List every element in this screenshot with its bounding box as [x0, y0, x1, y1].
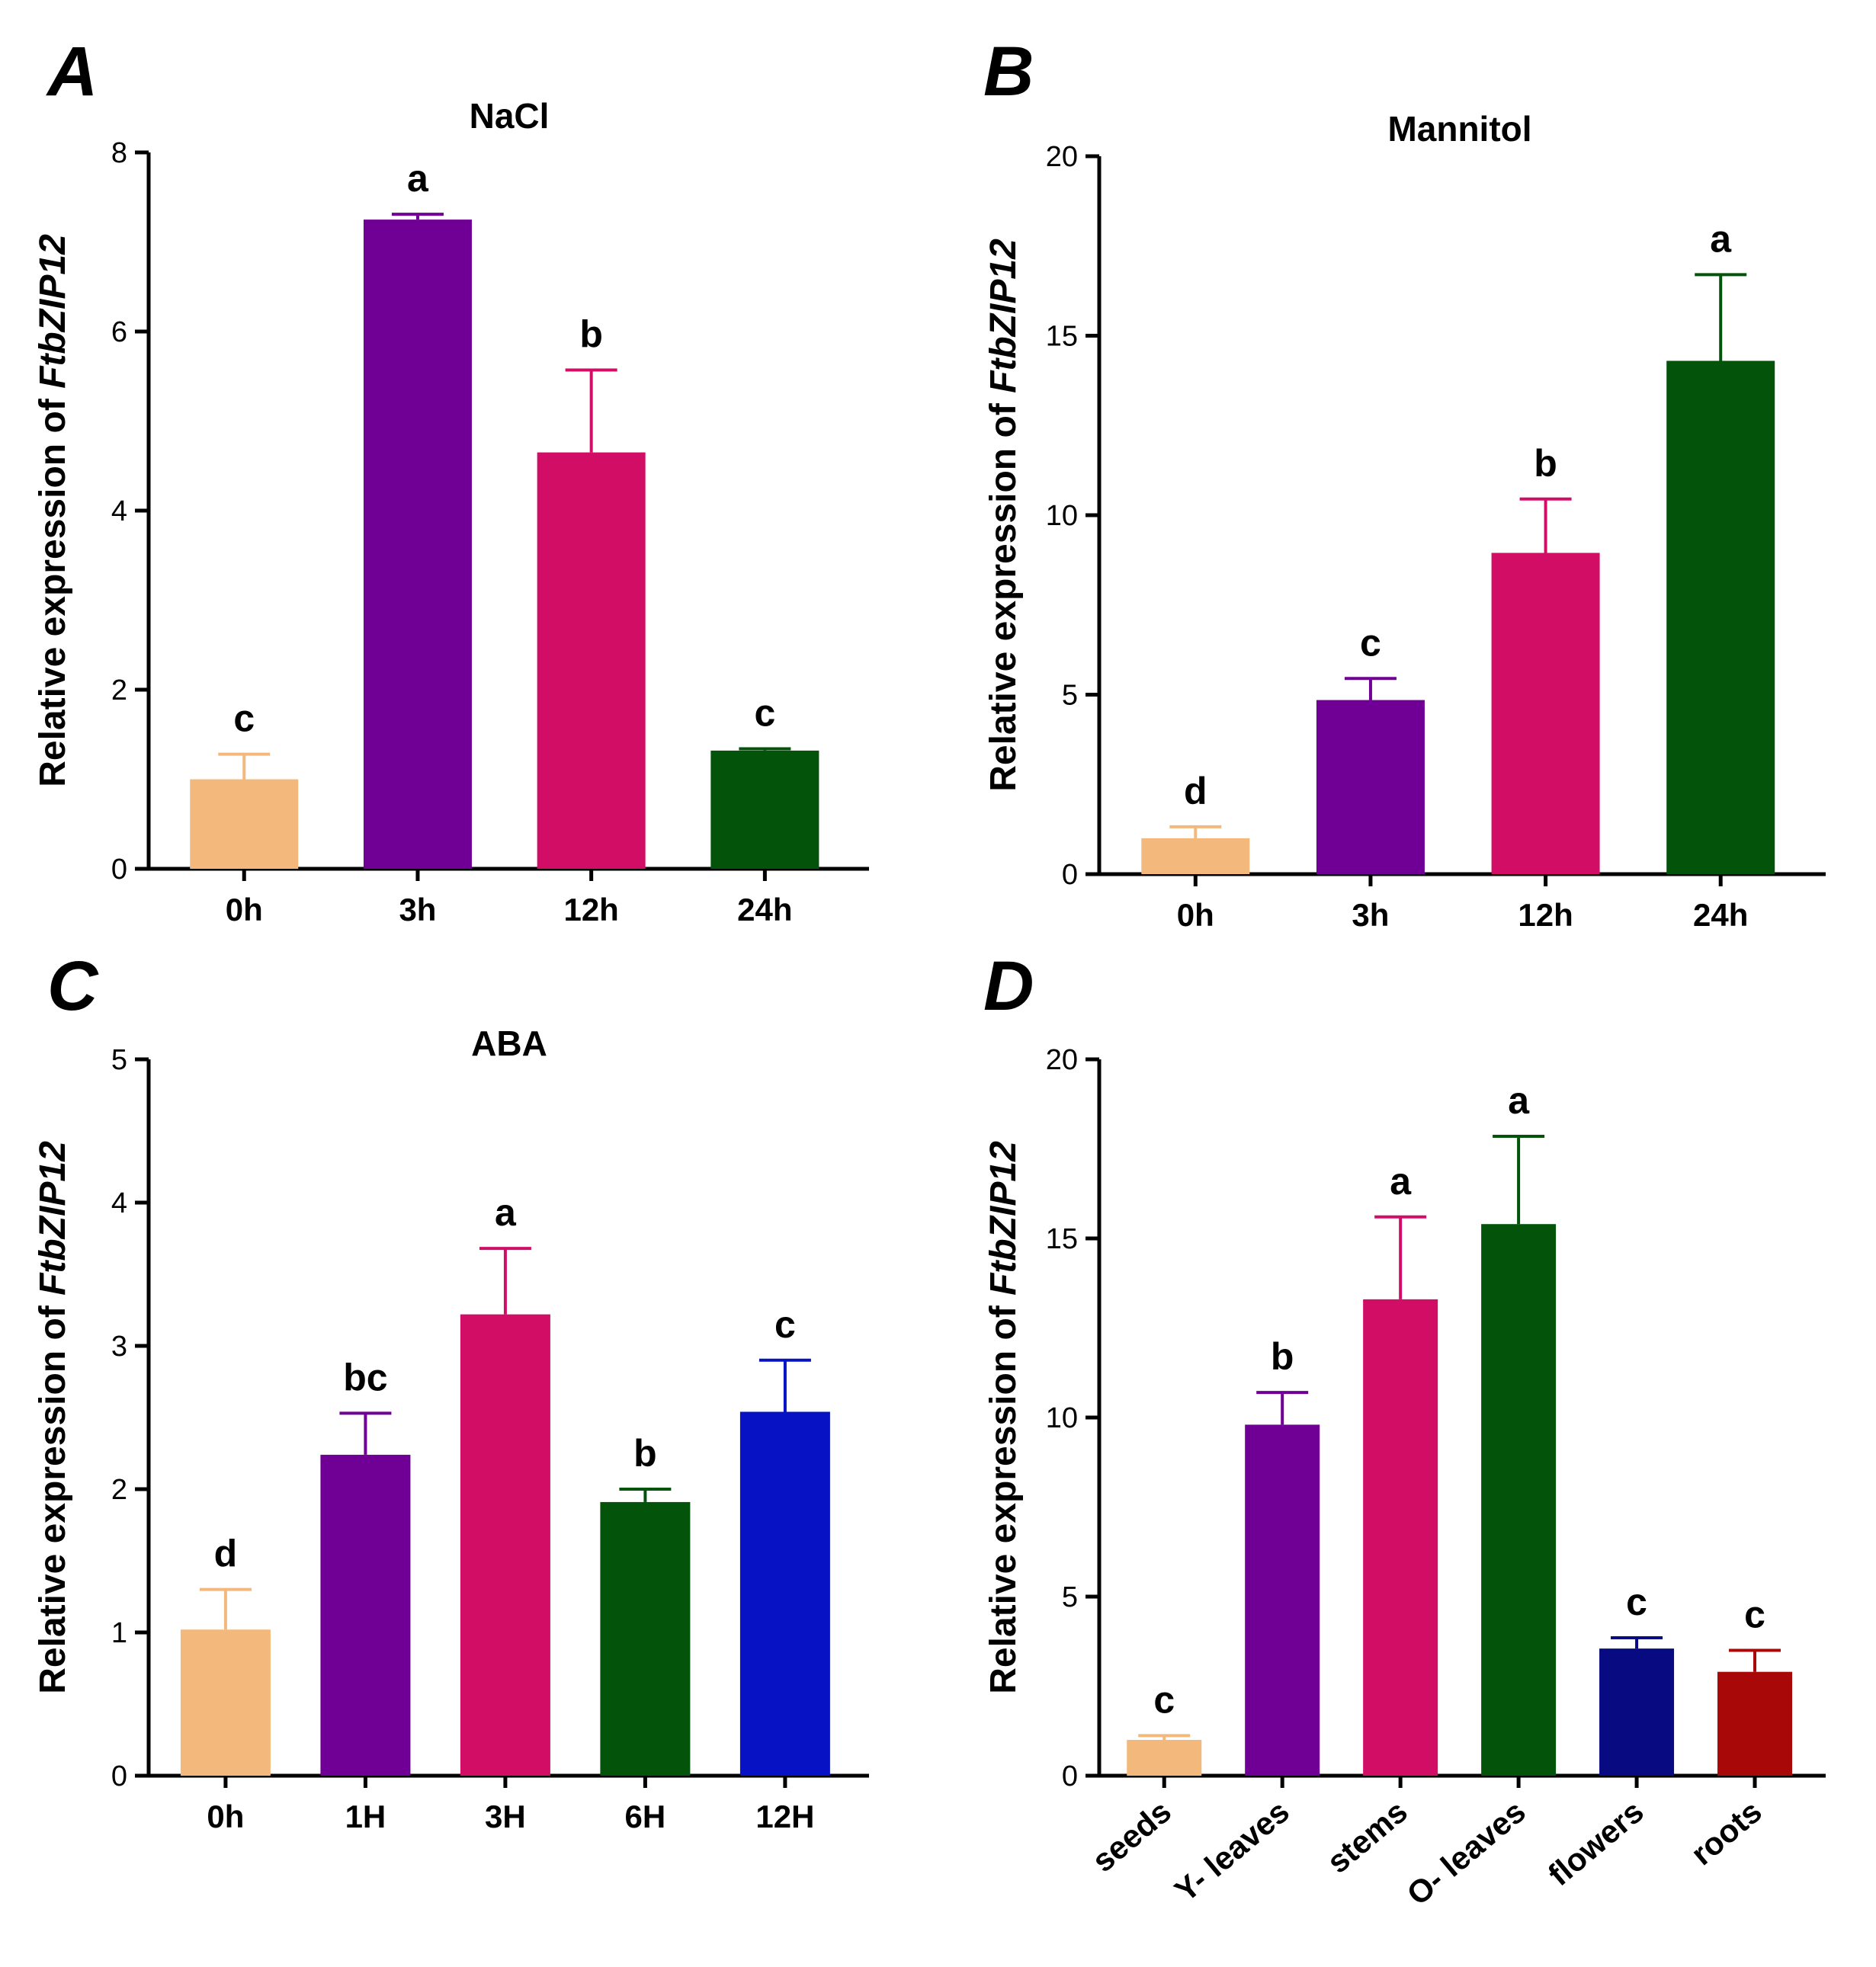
bar — [739, 1411, 830, 1776]
y-tick-label: 0 — [111, 854, 127, 886]
x-tick-label: 3h — [399, 892, 436, 927]
panel-d-chart: D Relative expression of FtbZIP12 0 5 10 15 20… — [983, 947, 1826, 1912]
panel-letter: C — [47, 947, 99, 1025]
bar — [1481, 1224, 1557, 1776]
y-tick-label: 8 — [111, 137, 127, 169]
x-tick-label: 12H — [755, 1799, 814, 1834]
x-tick-label: 12h — [563, 892, 618, 927]
y-tick-label: 0 — [1062, 1760, 1078, 1792]
bar — [710, 750, 819, 869]
bar — [1316, 700, 1425, 874]
y-tick-label: 20 — [1046, 1044, 1078, 1076]
x-tick-label: O- leaves — [1400, 1793, 1532, 1912]
bar — [1666, 360, 1775, 875]
y-tick-label: 10 — [1046, 1402, 1078, 1434]
y-axis-label: Relative expression of FtbZIP12 — [983, 1141, 1024, 1694]
x-tick-label: 0h — [207, 1799, 244, 1834]
x-tick-label: roots — [1684, 1793, 1769, 1872]
chart-title: ABA — [471, 1024, 547, 1063]
x-tick-label: 3h — [1352, 897, 1389, 933]
bar — [363, 219, 472, 869]
y-tick-label: 0 — [111, 1760, 127, 1792]
significance-label: c — [754, 692, 775, 735]
y-tick-label: 4 — [111, 495, 127, 527]
bar — [1363, 1299, 1438, 1776]
y-tick-label: 5 — [1062, 680, 1078, 712]
x-tick-label: stems — [1320, 1793, 1414, 1880]
x-tick-label: 0h — [226, 892, 263, 927]
bar — [537, 452, 646, 869]
bar — [180, 1629, 271, 1776]
y-tick-label: 6 — [111, 316, 127, 348]
y-tick-label: 5 — [1062, 1581, 1078, 1613]
bar — [1491, 553, 1600, 874]
x-tick-label: 12h — [1518, 897, 1573, 933]
x-tick-label: 1H — [345, 1799, 386, 1834]
panel-letter: D — [983, 947, 1034, 1025]
significance-label: b — [1271, 1335, 1294, 1378]
bar — [1127, 1740, 1202, 1776]
bar — [600, 1501, 691, 1776]
significance-label: b — [579, 313, 603, 356]
significance-label: a — [1710, 217, 1732, 260]
x-tick-label: 3H — [485, 1799, 526, 1834]
y-tick-label: 4 — [111, 1187, 127, 1219]
x-tick-label: flowers — [1541, 1793, 1650, 1893]
significance-label: a — [407, 157, 429, 200]
bar — [320, 1454, 411, 1776]
y-axis-label: Relative expression of FtbZIP12 — [33, 1141, 73, 1694]
significance-label: c — [1744, 1594, 1765, 1636]
y-tick-label: 3 — [111, 1331, 127, 1363]
significance-label: d — [1184, 770, 1207, 812]
significance-label: c — [774, 1303, 796, 1346]
panel-b-chart: B Mannitol Relative expression of FtbZIP12… — [983, 33, 1826, 933]
y-tick-label: 2 — [111, 1474, 127, 1506]
y-tick-label: 15 — [1046, 1223, 1078, 1255]
panel-letter: A — [46, 33, 98, 111]
bar — [1599, 1648, 1675, 1776]
chart-title: Mannitol — [1387, 109, 1531, 149]
significance-label: d — [214, 1533, 238, 1575]
x-tick-label: 24h — [737, 892, 792, 927]
y-tick-label: 15 — [1046, 321, 1078, 353]
significance-label: a — [1390, 1160, 1412, 1203]
y-tick-label: 20 — [1046, 141, 1078, 173]
x-tick-label: 0h — [1177, 897, 1214, 933]
significance-label: a — [1508, 1079, 1530, 1122]
bar — [460, 1314, 550, 1776]
bar — [1717, 1671, 1793, 1776]
x-tick-label: seeds — [1086, 1793, 1178, 1879]
significance-label: a — [495, 1191, 517, 1234]
significance-label: c — [1626, 1581, 1647, 1623]
chart-title: NaCl — [470, 96, 550, 136]
bar — [1141, 838, 1250, 874]
x-tick-label: 24h — [1693, 897, 1748, 933]
x-tick-label: Y- leaves — [1168, 1793, 1296, 1909]
significance-label: c — [233, 697, 255, 740]
panel-letter: B — [983, 33, 1034, 111]
y-tick-label: 10 — [1046, 500, 1078, 532]
bar — [190, 779, 299, 869]
y-axis-label: Relative expression of FtbZIP12 — [983, 239, 1024, 792]
panel-a-chart: A NaCl Relative expression of FtbZIP12 0 2 4 6… — [33, 33, 869, 927]
y-tick-label: 1 — [111, 1617, 127, 1649]
bar — [1245, 1424, 1320, 1776]
panel-c-chart: C ABA Relative expression of FtbZIP12 0 1 2 3 4… — [33, 947, 869, 1834]
significance-label: c — [1153, 1678, 1175, 1721]
y-axis-label: Relative expression of FtbZIP12 — [33, 234, 73, 787]
significance-label: bc — [343, 1356, 387, 1398]
y-tick-label: 2 — [111, 674, 127, 706]
significance-label: b — [1534, 442, 1557, 485]
y-tick-label: 0 — [1062, 859, 1078, 891]
x-tick-label: 6H — [625, 1799, 666, 1834]
significance-label: c — [1360, 621, 1381, 664]
y-tick-label: 5 — [111, 1044, 127, 1076]
significance-label: b — [633, 1432, 657, 1475]
